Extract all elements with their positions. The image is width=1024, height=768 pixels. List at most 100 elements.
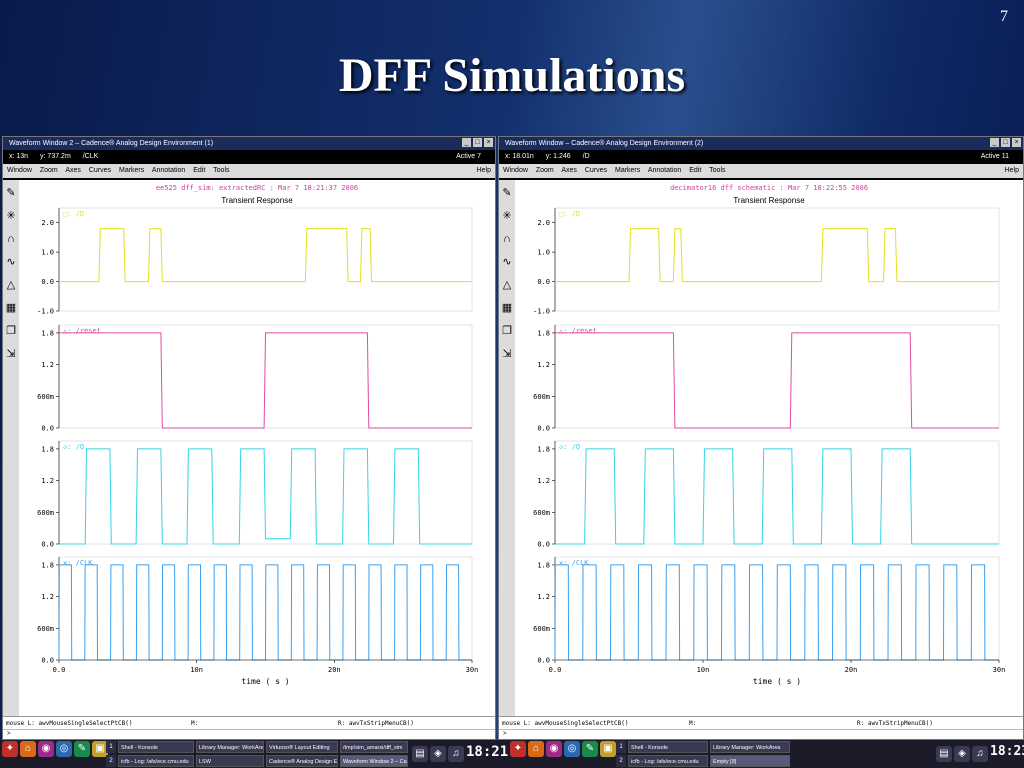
menu-curves[interactable]: Curves [584,167,608,174]
headphones-icon[interactable]: ∩ [503,233,511,245]
series-line-Q [555,448,999,545]
task-tmp-sim[interactable]: /tmp/sim_amarsi/dff_sim [340,741,408,753]
task-icfb-log[interactable]: icfb - Log: /afs/ece.cmu.edu [628,755,708,767]
window-titlebar[interactable]: Waveform Window 2 – Cadence® Analog Desi… [3,137,495,150]
command-prompt[interactable]: > [3,729,495,739]
y-tick-label: 600m [533,625,550,633]
menu-help[interactable]: Help [476,167,491,174]
home-folder-icon[interactable]: ⌂ [528,741,544,757]
pen-icon[interactable]: ✎ [502,187,512,199]
task-virtuoso-layout[interactable]: Virtuoso® Layout Editing [266,741,338,753]
minimize-icon[interactable]: _ [462,138,471,147]
mouse-binding-bar: mouse L: awvMouseSingleSelectPtCB() M: R… [499,716,1023,730]
waveform-window-left[interactable]: Waveform Window 2 – Cadence® Analog Desi… [2,136,496,740]
menu-edit[interactable]: Edit [689,167,702,174]
exit-icon[interactable]: ⇲ [6,348,16,360]
waveform-chart[interactable]: decimator16 dff schematic : Mar 7 18:22:… [515,180,1023,717]
browser-icon[interactable]: ◎ [56,741,72,757]
menu-annotation[interactable]: Annotation [151,167,186,174]
tray-icon[interactable]: ▤ [936,746,952,762]
delta-icon[interactable]: △ [502,279,512,291]
konqueror-icon[interactable]: ◉ [546,741,562,757]
calculator-icon[interactable]: ▦ [501,302,513,314]
menu-tools[interactable]: Tools [709,167,726,174]
y-tick-label: 0.0 [41,278,54,286]
delta-icon[interactable]: △ [6,279,16,291]
terminal-icon[interactable]: ▣ [600,741,616,757]
strip-frame [554,440,1000,545]
desktop-2[interactable]: 2 [106,755,116,767]
copy-icon[interactable]: ❐ [6,325,16,337]
task-shell-konsole[interactable]: Shell - Konsole [118,741,194,753]
task-cadence-ade[interactable]: Cadence® Analog Design E [266,755,338,767]
mouse-middle-binding: M: [191,720,199,727]
editor-icon[interactable]: ✎ [582,741,598,757]
menu-help[interactable]: Help [1004,167,1019,174]
task-library-manager[interactable]: Library Manager: WorkArea [710,741,790,753]
tray-icon[interactable]: ◈ [430,746,446,762]
waveform-plot[interactable]: ee525 dff_sim: extractedRC : Mar 7 18:21… [19,180,495,717]
task-library-manager[interactable]: Library Manager: WorkArea [196,741,264,753]
tray-icon[interactable]: ▤ [412,746,428,762]
plot-title: Transient Response [733,196,805,205]
command-prompt[interactable]: > [499,729,1023,739]
strip-frame [554,324,1000,429]
menu-edit[interactable]: Edit [193,167,206,174]
maximize-icon[interactable]: □ [473,138,482,147]
pen-icon[interactable]: ✎ [6,187,16,199]
task-shell-konsole[interactable]: Shell - Konsole [628,741,708,753]
desktop-2[interactable]: 2 [616,755,626,767]
kde-menu-icon[interactable]: ✦ [2,741,18,757]
tray-icon[interactable]: ♫ [972,746,988,762]
x-tick-label: 30n [993,666,1006,674]
konqueror-icon[interactable]: ◉ [38,741,54,757]
maximize-icon[interactable]: □ [1001,138,1010,147]
desktop-1[interactable]: 1 [106,741,116,753]
headphones-icon[interactable]: ∩ [7,233,15,245]
menu-markers[interactable]: Markers [118,167,145,174]
close-icon[interactable]: × [484,138,493,147]
menu-zoom[interactable]: Zoom [39,167,58,174]
marker-icon[interactable]: ✳ [6,210,16,222]
menu-window[interactable]: Window [7,167,32,174]
minimize-icon[interactable]: _ [990,138,999,147]
waveform-window-right[interactable]: Waveform Window – Cadence® Analog Design… [498,136,1024,740]
series-line-CLK [58,564,472,661]
clock: 18:23 [990,744,1024,759]
y-tick-label: 0.0 [537,278,550,286]
plot-header: ee525 dff_sim: extractedRC : Mar 7 18:21… [156,184,358,192]
menu-annotation[interactable]: Annotation [647,167,682,174]
desktop-1[interactable]: 1 [616,741,626,753]
waveform-icon[interactable]: ∿ [6,256,16,268]
calculator-icon[interactable]: ▦ [5,302,17,314]
editor-icon[interactable]: ✎ [74,741,90,757]
menu-markers[interactable]: Markers [614,167,641,174]
home-folder-icon[interactable]: ⌂ [20,741,36,757]
menu-zoom[interactable]: Zoom [535,167,554,174]
waveform-chart[interactable]: ee525 dff_sim: extractedRC : Mar 7 18:21… [19,180,495,717]
close-icon[interactable]: × [1012,138,1021,147]
menu-axes[interactable]: Axes [65,167,81,174]
waveform-plot[interactable]: decimator16 dff schematic : Mar 7 18:22:… [515,180,1023,717]
tray-icon[interactable]: ♫ [448,746,464,762]
menu-tools[interactable]: Tools [213,167,230,174]
terminal-icon[interactable]: ▣ [92,741,108,757]
legend-label: △: /reset [559,327,597,335]
tray-icon[interactable]: ◈ [954,746,970,762]
waveform-icon[interactable]: ∿ [502,256,512,268]
y-tick-label: -1.0 [37,308,54,316]
task-waveform-window[interactable]: Waveform Window 2 – Ca [340,755,408,767]
task-lsw[interactable]: LSW [196,755,264,767]
kde-menu-icon[interactable]: ✦ [510,741,526,757]
copy-icon[interactable]: ❐ [502,325,512,337]
menu-curves[interactable]: Curves [88,167,112,174]
task-icfb-log[interactable]: icfb - Log: /afs/ece.cmu.edu [118,755,194,767]
marker-icon[interactable]: ✳ [502,210,512,222]
menu-bar: Window Zoom Axes Curves Markers Annotati… [499,164,1023,178]
menu-window[interactable]: Window [503,167,528,174]
browser-icon[interactable]: ◎ [564,741,580,757]
menu-axes[interactable]: Axes [561,167,577,174]
window-titlebar[interactable]: Waveform Window – Cadence® Analog Design… [499,137,1023,150]
exit-icon[interactable]: ⇲ [502,348,512,360]
task-empty[interactable]: Empty [9] [710,755,790,767]
